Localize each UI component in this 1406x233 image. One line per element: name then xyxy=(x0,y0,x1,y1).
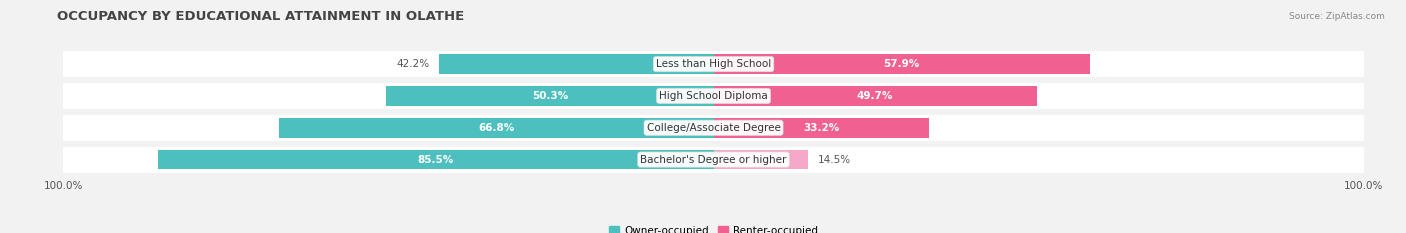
Bar xyxy=(157,150,713,169)
Text: 85.5%: 85.5% xyxy=(418,154,454,164)
Text: Source: ZipAtlas.com: Source: ZipAtlas.com xyxy=(1289,12,1385,21)
Text: Bachelor's Degree or higher: Bachelor's Degree or higher xyxy=(640,154,787,164)
Bar xyxy=(439,54,713,74)
Bar xyxy=(56,114,1371,141)
Text: College/Associate Degree: College/Associate Degree xyxy=(647,123,780,133)
Bar xyxy=(713,150,808,169)
Text: OCCUPANCY BY EDUCATIONAL ATTAINMENT IN OLATHE: OCCUPANCY BY EDUCATIONAL ATTAINMENT IN O… xyxy=(56,10,464,23)
Bar xyxy=(56,146,1371,173)
Text: High School Diploma: High School Diploma xyxy=(659,91,768,101)
Bar xyxy=(280,118,713,138)
Bar xyxy=(713,118,929,138)
Bar xyxy=(713,86,1036,106)
Text: 42.2%: 42.2% xyxy=(396,59,429,69)
Text: 57.9%: 57.9% xyxy=(884,59,920,69)
Legend: Owner-occupied, Renter-occupied: Owner-occupied, Renter-occupied xyxy=(605,221,823,233)
Text: Less than High School: Less than High School xyxy=(657,59,770,69)
Bar xyxy=(56,82,1371,109)
Text: 49.7%: 49.7% xyxy=(856,91,893,101)
Bar xyxy=(713,54,1090,74)
Text: 33.2%: 33.2% xyxy=(803,123,839,133)
Text: 14.5%: 14.5% xyxy=(818,154,851,164)
Text: 50.3%: 50.3% xyxy=(531,91,568,101)
Bar xyxy=(387,86,713,106)
Bar xyxy=(56,51,1371,77)
Text: 66.8%: 66.8% xyxy=(478,123,515,133)
